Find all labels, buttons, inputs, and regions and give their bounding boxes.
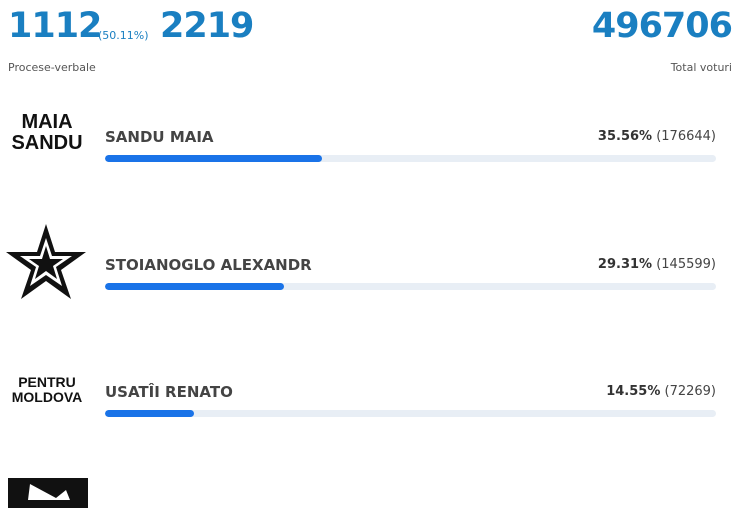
result: 29.31% (145599) [598, 257, 716, 272]
logo: MAIA SANDU [2, 112, 92, 154]
votes: (176644) [656, 129, 716, 144]
result: 14.55% (72269) [606, 384, 716, 399]
candidate-row: STOIANOGLO ALEXANDR 29.31% (145599) [0, 224, 750, 346]
logo [8, 478, 88, 508]
candidate-row: PENTRU MOLDOVA USATÎI RENATO 14.55% (72269) [0, 375, 750, 473]
total: 2219 [160, 6, 254, 46]
logo [2, 222, 92, 307]
progress-bar [105, 155, 323, 162]
result: 35.56% (176644) [598, 129, 716, 144]
total-votes: 496706 [591, 6, 733, 46]
percent: 29.31% [597, 257, 653, 272]
votes: (72269) [664, 384, 717, 399]
star-logo [6, 224, 86, 299]
progress-bar [105, 410, 194, 417]
percent: 14.55% [606, 384, 661, 399]
logo-icon [28, 484, 70, 500]
logo-line: MAIA [21, 111, 73, 133]
progress-track [105, 283, 716, 290]
candidate-name: USATÎI RENATO [105, 383, 233, 401]
logo: PENTRU MOLDOVA [2, 375, 92, 405]
percent: 35.56% [597, 129, 653, 144]
progress-track [105, 155, 716, 162]
candidate-name: SANDU MAIA [105, 128, 214, 146]
candidate-name: STOIANOGLO ALEXANDR [105, 256, 312, 274]
candidate-row: MAIA SANDU SANDU MAIA 35.56% (176644) [0, 112, 750, 218]
votes: (145599) [656, 257, 716, 272]
logo-line: MOLDOVA [11, 389, 83, 405]
counted-label: Procese-verbale [8, 61, 96, 74]
total-votes-label: Total voturi [670, 61, 732, 74]
progress-bar [105, 283, 285, 290]
counted-percent: (50.11%) [98, 29, 149, 42]
progress-track [105, 410, 716, 417]
logo-line: PENTRU [18, 374, 76, 390]
counted: 1112 [8, 6, 102, 46]
logo-line: SANDU [11, 132, 83, 154]
